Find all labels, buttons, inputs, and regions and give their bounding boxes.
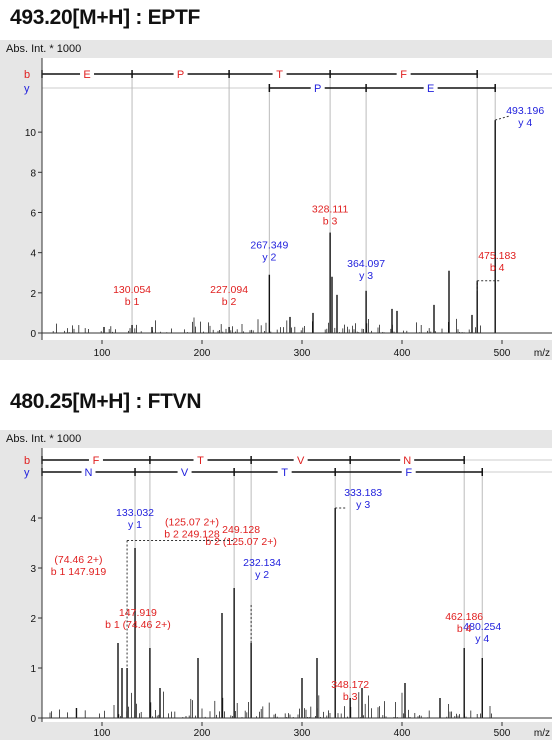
b-ion-label: 130.054 xyxy=(113,284,151,296)
b-ion-label: b 2 xyxy=(222,296,237,308)
x-tick-label: 100 xyxy=(94,728,111,739)
y-tick-label: 3 xyxy=(30,564,36,575)
b-residue-label: T xyxy=(276,69,283,81)
x-tick-label: 300 xyxy=(294,348,311,359)
b-ion-label: b 2 (125.07 2+) xyxy=(205,536,277,548)
y-ion-label: y 4 xyxy=(475,633,489,645)
x-tick-label: 100 xyxy=(94,348,111,359)
b-ion-label: 348.172 xyxy=(331,679,369,691)
y-tick-label: 2 xyxy=(30,614,36,625)
y-tick-label: 4 xyxy=(30,514,36,525)
y-ion-label: y 3 xyxy=(359,270,373,282)
doubly-charged-label: b 1 147.919 xyxy=(51,566,107,578)
y-ion-label: 364.097 xyxy=(347,258,385,270)
x-tick-label: 400 xyxy=(394,728,411,739)
y-residue-bg xyxy=(423,82,438,94)
y-series-label: y xyxy=(24,83,30,95)
b-residue-bg xyxy=(80,68,95,80)
x-tick-label: 500 xyxy=(494,728,511,739)
b-ion-label: b 4 xyxy=(490,262,505,274)
y-ion-label: 480.254 xyxy=(463,621,501,633)
y-residue-bg xyxy=(277,466,292,478)
b-ion-label: b 1 xyxy=(125,296,140,308)
spectrum-1-heading: 493.20[M+H] : EPTF xyxy=(10,6,201,29)
y-ion-label: y 2 xyxy=(255,569,269,581)
y-tick-label: 1 xyxy=(30,664,36,675)
b-ion-label: b 3 xyxy=(323,216,338,228)
y-residue-bg xyxy=(81,466,96,478)
leader-line xyxy=(495,115,510,121)
y-ion-label: y 2 xyxy=(262,252,276,264)
doubly-charged-label: b 2 249.128 xyxy=(164,529,220,541)
b-residue-label: E xyxy=(83,69,90,81)
x-tick-label: 300 xyxy=(294,728,311,739)
y-ion-label: y 3 xyxy=(356,499,370,511)
y-ion-label: 493.196 xyxy=(506,105,544,117)
doubly-charged-label: (125.07 2+) xyxy=(165,517,219,529)
y-residue-bg xyxy=(310,82,325,94)
b-residue-bg xyxy=(272,68,287,80)
doubly-charged-label: (74.46 2+) xyxy=(54,554,102,566)
y-axis-title: Abs. Int. * 1000 xyxy=(6,43,81,55)
y-tick-label: 2 xyxy=(30,289,36,300)
b-residue-label: V xyxy=(297,455,305,467)
plot-area xyxy=(42,58,552,340)
y-ion-label: 333.183 xyxy=(344,487,382,499)
b-residue-bg xyxy=(396,68,411,80)
y-tick-label: 0 xyxy=(30,714,36,725)
b-series-label: b xyxy=(24,69,30,81)
b-ion-label: b 4 xyxy=(457,623,472,635)
x-axis-unit: m/z xyxy=(534,728,550,739)
y-residue-label: P xyxy=(314,83,321,95)
x-tick-label: 200 xyxy=(194,728,211,739)
x-tick-label: 200 xyxy=(194,348,211,359)
y-residue-label: E xyxy=(427,83,434,95)
y-tick-label: 8 xyxy=(30,168,36,179)
b-residue-bg xyxy=(293,454,308,466)
b-residue-label: P xyxy=(177,69,184,81)
b-ion-label: b 3 xyxy=(343,691,358,703)
b-residue-label: N xyxy=(403,455,411,467)
x-tick-label: 400 xyxy=(394,348,411,359)
b-residue-label: T xyxy=(197,455,204,467)
y-tick-label: 4 xyxy=(30,249,36,260)
y-ion-label: 232.134 xyxy=(243,557,281,569)
b-residue-bg xyxy=(173,68,188,80)
y-axis-title: Abs. Int. * 1000 xyxy=(6,433,81,445)
y-ion-label: y 1 xyxy=(128,519,142,531)
b-residue-bg xyxy=(400,454,415,466)
x-tick-label: 500 xyxy=(494,348,511,359)
y-tick-label: 0 xyxy=(30,329,36,340)
y-residue-bg xyxy=(177,466,192,478)
y-tick-label: 10 xyxy=(25,128,37,139)
b-ion-label: 462.186 xyxy=(445,611,483,623)
y-residue-label: V xyxy=(181,467,189,479)
y-residue-label: T xyxy=(281,467,288,479)
b-residue-bg xyxy=(88,454,103,466)
b-ion-label: b 1 (74.46 2+) xyxy=(105,619,171,631)
b-ion-label: 328.111 xyxy=(312,204,349,216)
b-residue-bg xyxy=(193,454,208,466)
y-series-label: y xyxy=(24,467,30,479)
x-axis-unit: m/z xyxy=(534,348,550,359)
b-ion-label: 475.183 xyxy=(478,250,516,262)
b-ion-label: 249.128 xyxy=(222,524,260,536)
b-ion-label: 147.919 xyxy=(119,607,157,619)
b-residue-label: F xyxy=(93,455,100,467)
y-ion-label: 267.349 xyxy=(250,240,288,252)
y-tick-label: 6 xyxy=(30,208,36,219)
spectrum-2-heading: 480.25[M+H] : FTVN xyxy=(10,390,202,413)
y-ion-label: y 4 xyxy=(518,117,532,129)
b-series-label: b xyxy=(24,455,30,467)
y-residue-bg xyxy=(401,466,416,478)
b-ion-label: 227.094 xyxy=(210,284,248,296)
spectrum-1-chart: Abs. Int. * 1000 by E P T F P E 0 2 4 6 8 10 100 200 300… xyxy=(0,40,552,360)
y-residue-label: N xyxy=(85,467,93,479)
y-ion-label: 133.032 xyxy=(116,507,154,519)
b-residue-label: F xyxy=(400,69,407,81)
y-residue-label: F xyxy=(405,467,412,479)
